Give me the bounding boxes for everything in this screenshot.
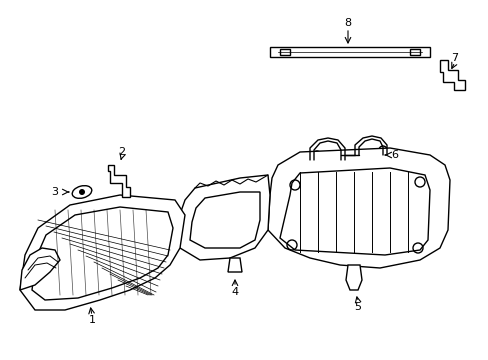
Polygon shape [439, 60, 464, 90]
Text: 4: 4 [231, 287, 238, 297]
Polygon shape [20, 195, 184, 310]
Text: 5: 5 [354, 302, 361, 312]
Text: 8: 8 [344, 18, 351, 28]
Polygon shape [175, 175, 269, 260]
Text: 3: 3 [51, 187, 59, 197]
Polygon shape [267, 148, 449, 268]
Polygon shape [280, 49, 289, 55]
Polygon shape [409, 49, 419, 55]
Polygon shape [346, 265, 361, 290]
Text: 2: 2 [118, 147, 125, 157]
Polygon shape [32, 207, 173, 300]
Polygon shape [269, 47, 429, 57]
Ellipse shape [72, 186, 92, 198]
Text: 6: 6 [391, 150, 398, 160]
Text: 7: 7 [450, 53, 458, 63]
Polygon shape [227, 258, 242, 272]
Polygon shape [20, 248, 60, 290]
Polygon shape [108, 165, 130, 197]
Text: 1: 1 [88, 315, 95, 325]
Circle shape [79, 189, 85, 195]
Polygon shape [280, 168, 429, 255]
Polygon shape [190, 192, 260, 248]
